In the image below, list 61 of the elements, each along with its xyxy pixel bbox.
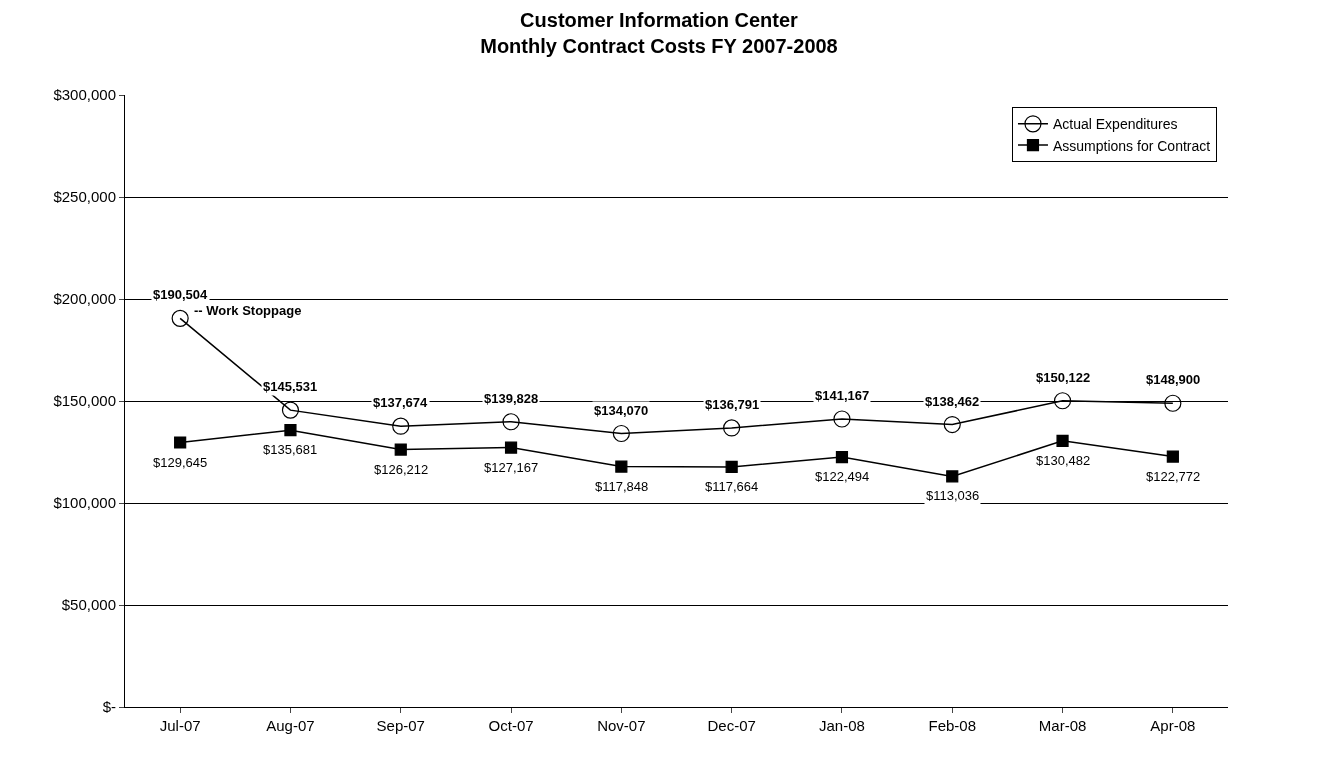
point (946, 470, 959, 483)
data-label: $138,462 (925, 394, 980, 409)
point (281, 401, 300, 419)
point (1166, 450, 1179, 463)
data-label: $190,504 (153, 287, 208, 302)
data-label: $145,531 (263, 379, 318, 394)
y-tick-label: $300,000 (53, 86, 116, 104)
chart-title: Customer Information Center Monthly Contract Costs FY 2007-2008 (480, 9, 838, 58)
data-label: $139,828 (484, 391, 539, 406)
point (174, 436, 187, 449)
point (723, 419, 741, 437)
x-tick-label: Oct-07 (488, 717, 534, 734)
x-tick-label: Jul-07 (159, 717, 201, 734)
x-tick-label: Apr-08 (1150, 717, 1196, 734)
point (392, 417, 410, 435)
x-tick-label: Feb-08 (928, 717, 977, 734)
point (835, 451, 849, 464)
data-label: $136,791 (705, 397, 760, 412)
x-tick-label: Mar-08 (1038, 717, 1087, 734)
data-label: $117,848 (595, 479, 649, 494)
x-tick-label: Aug-07 (266, 717, 315, 734)
data-label: $137,674 (373, 395, 428, 410)
point (943, 415, 961, 434)
point (284, 424, 297, 437)
data-label: $129,645 (153, 455, 208, 470)
x-tick-label: Nov-07 (597, 717, 646, 734)
point (1053, 392, 1072, 410)
data-label: $148,900 (1146, 372, 1201, 387)
point (615, 460, 628, 473)
data-label: $122,494 (815, 469, 870, 484)
data-label: $135,681 (263, 442, 318, 457)
data-label: $126,212 (374, 462, 429, 477)
y-tick-label: $200,000 (53, 290, 116, 308)
point (1056, 434, 1069, 447)
y-tick-label: $150,000 (53, 392, 116, 410)
data-label: $127,167 (484, 460, 539, 475)
legend-label: Assumptions for Contract (1052, 137, 1211, 154)
x-tick-label: Dec-07 (707, 717, 756, 734)
data-label: $130,482 (1036, 453, 1091, 468)
data-label: $134,070 (594, 403, 649, 418)
point (171, 309, 189, 327)
x-tick-label: Jan-08 (819, 717, 865, 734)
data-label: $113,036 (926, 488, 980, 503)
point (833, 410, 851, 428)
data-label: $141,167 (815, 388, 870, 403)
y-tick-label: $50,000 (61, 596, 116, 614)
point (504, 441, 518, 454)
point (1164, 394, 1182, 412)
y-tick-label: $- (102, 698, 116, 716)
x-tick-label: Sep-07 (376, 717, 425, 734)
legend-label: Actual Expenditures (1052, 116, 1178, 133)
y-tick-label: $100,000 (53, 494, 116, 512)
point (612, 424, 630, 443)
point (725, 460, 738, 474)
y-tick-label: $250,000 (53, 188, 116, 206)
data-label: $117,664 (705, 479, 759, 494)
data-label: $150,122 (1036, 370, 1091, 385)
point (394, 443, 407, 456)
annotation: -- Work Stoppage (194, 303, 302, 318)
data-label: $122,772 (1146, 469, 1201, 484)
point (502, 413, 520, 431)
